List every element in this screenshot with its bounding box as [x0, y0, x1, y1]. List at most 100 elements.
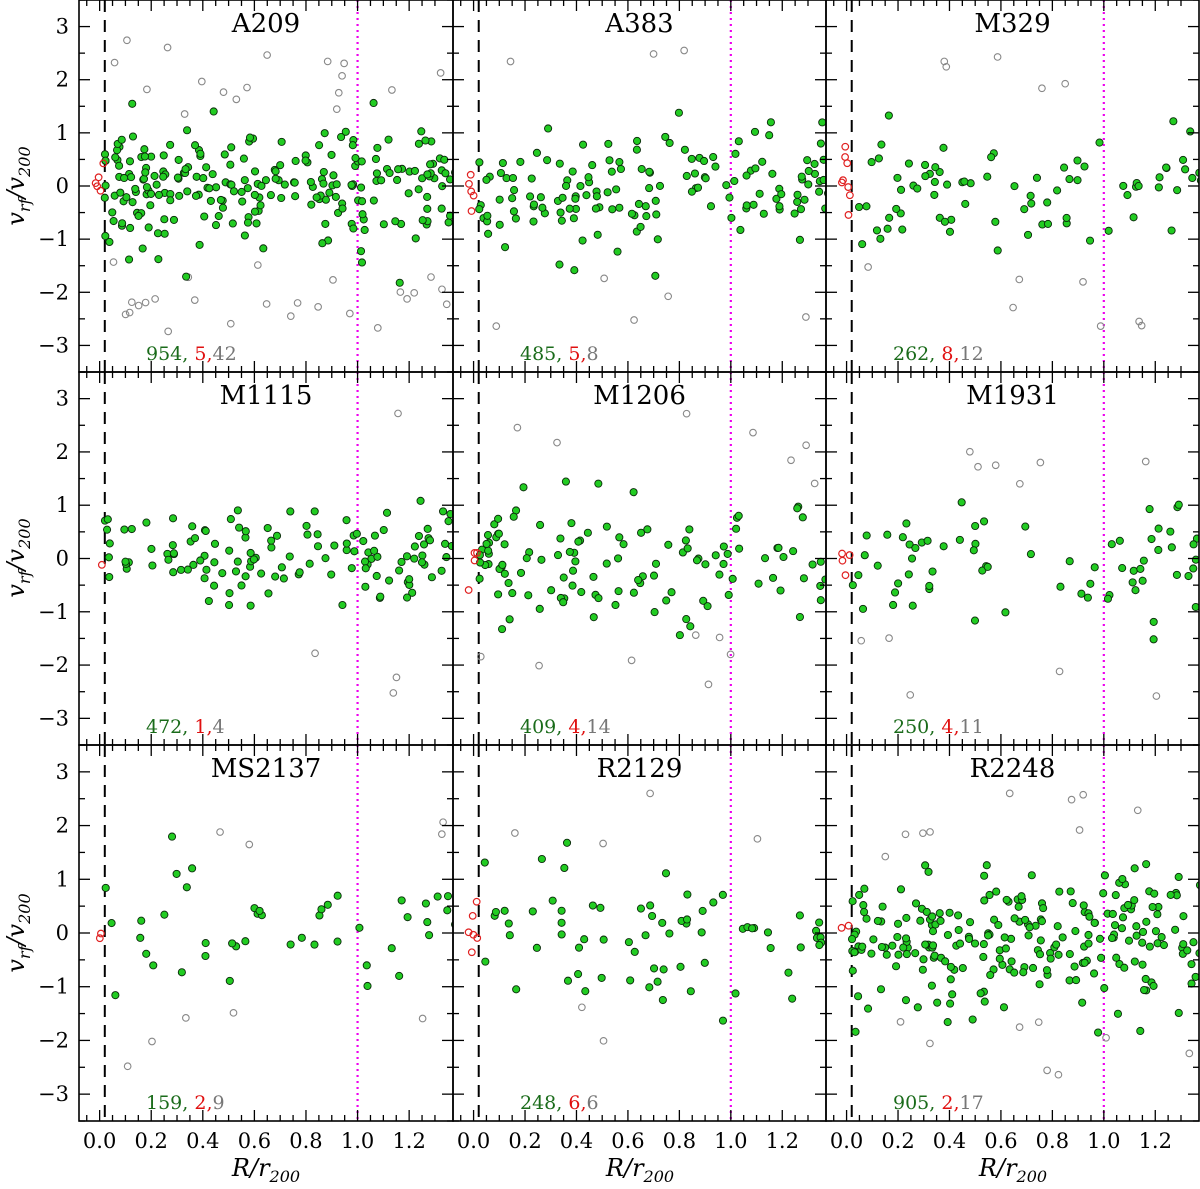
member-point: [128, 132, 138, 141]
member-point: [231, 567, 241, 576]
member-point: [1046, 954, 1055, 963]
member-point: [697, 928, 706, 937]
member-point: [1071, 927, 1080, 936]
member-point: [291, 192, 300, 201]
member-point: [315, 141, 324, 150]
member-point: [883, 224, 892, 233]
interloper-point: [262, 300, 271, 308]
member-point: [1179, 155, 1188, 164]
member-point: [683, 890, 692, 899]
member-point: [851, 1027, 860, 1036]
member-point: [105, 572, 114, 582]
member-point: [154, 190, 163, 199]
member-point: [257, 181, 266, 190]
bcg-point: [467, 207, 476, 215]
interloper-point: [1067, 795, 1076, 804]
interloper-count: 14: [587, 716, 611, 738]
member-point: [653, 235, 662, 244]
member-point: [190, 534, 200, 543]
member-point: [1052, 940, 1061, 949]
member-point: [361, 582, 370, 591]
member-point: [188, 522, 197, 531]
interloper-point: [885, 634, 893, 642]
member-point: [484, 546, 493, 555]
member-point: [582, 191, 591, 200]
member-point: [352, 529, 361, 538]
member-point: [509, 207, 518, 216]
member-point: [919, 955, 928, 964]
member-point: [939, 542, 948, 551]
member-point: [555, 260, 564, 269]
member-point: [925, 581, 934, 591]
member-point: [698, 906, 707, 915]
member-point: [615, 158, 624, 167]
member-point: [347, 180, 356, 189]
member-point: [818, 118, 826, 127]
member-point: [882, 950, 891, 959]
member-point: [858, 942, 867, 951]
member-point: [200, 212, 209, 221]
member-point: [619, 540, 628, 549]
bcg-point: [465, 179, 473, 188]
member-point: [243, 184, 252, 193]
member-point: [370, 531, 379, 540]
y-tick-label: 2: [56, 68, 69, 92]
member-point: [902, 519, 911, 528]
bcg-point: [838, 549, 846, 558]
member-point: [568, 167, 577, 176]
member-point: [535, 604, 544, 613]
member-point: [579, 140, 588, 149]
interloper-point: [442, 300, 451, 309]
interloper-point: [437, 830, 446, 838]
panel-title: R2129: [597, 754, 683, 784]
member-point: [188, 864, 197, 873]
member-point: [894, 950, 903, 959]
member-point: [658, 995, 667, 1005]
member-point: [1080, 162, 1089, 171]
member-point: [501, 243, 510, 252]
member-point: [674, 108, 683, 117]
bcg-point: [467, 948, 476, 957]
member-point: [177, 968, 186, 977]
interloper-point: [513, 423, 522, 432]
member-point: [537, 854, 546, 864]
member-point: [772, 194, 781, 203]
y-tick-label: −1: [38, 975, 69, 999]
interloper-point: [340, 59, 348, 68]
member-point: [369, 196, 378, 205]
y-tick-label: 0: [56, 921, 69, 945]
member-point: [1138, 960, 1147, 969]
tick-marks: [453, 371, 826, 746]
interloper-point: [749, 428, 757, 437]
interloper-point: [263, 51, 271, 59]
member-point: [446, 509, 453, 519]
member-point: [333, 937, 342, 946]
member-point: [159, 151, 168, 160]
interloper-point: [110, 58, 119, 67]
member-point: [911, 949, 920, 958]
member-point: [172, 869, 181, 878]
member-point: [948, 990, 957, 999]
bcg-point: [97, 560, 106, 569]
bcg-point: [97, 929, 105, 938]
interloper-point: [323, 57, 332, 66]
member-point: [371, 154, 380, 164]
member-point: [602, 522, 611, 531]
member-point: [1129, 566, 1138, 575]
member-point: [699, 596, 708, 605]
member-point: [979, 952, 988, 962]
member-point: [1187, 960, 1196, 969]
member-point: [508, 194, 517, 203]
member-point: [615, 203, 624, 212]
member-point: [987, 153, 996, 162]
member-point: [182, 272, 191, 281]
member-point: [1090, 918, 1099, 927]
member-point: [650, 608, 659, 617]
member-point: [1118, 913, 1128, 922]
member-point: [1085, 236, 1095, 245]
member-point: [536, 520, 545, 530]
interloper-point: [403, 295, 411, 303]
interloper-point: [1015, 479, 1024, 488]
member-point: [182, 883, 191, 892]
member-point: [1167, 543, 1176, 552]
